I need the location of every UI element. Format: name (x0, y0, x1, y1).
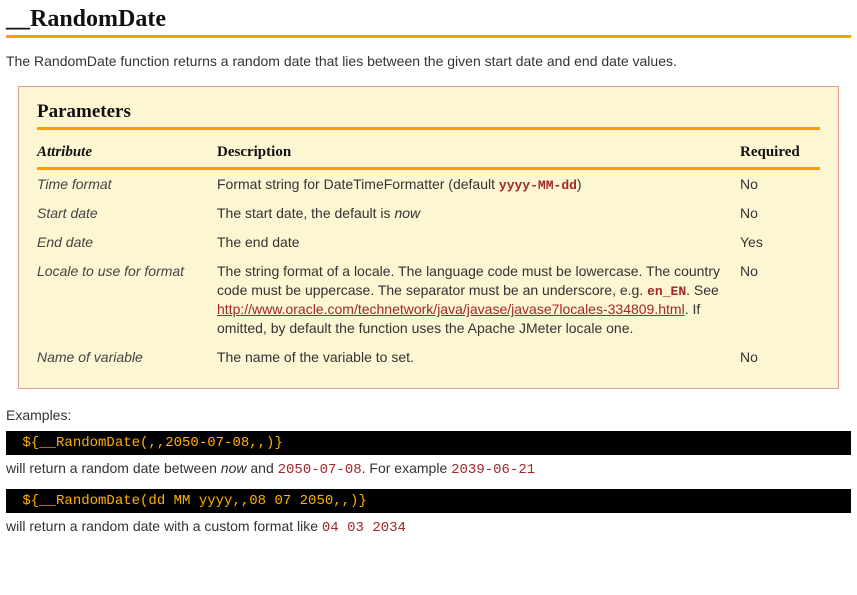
examples-label: Examples: (6, 407, 851, 423)
explain-em: now (221, 460, 247, 476)
code-block: ${__RandomDate(dd MM yyyy,,08 07 2050,,)… (6, 489, 851, 513)
desc-text: The string format of a locale. The langu… (217, 263, 720, 298)
attr-cell: End date (37, 228, 217, 257)
example-explain: will return a random date between now an… (6, 459, 851, 481)
attr-cell: Start date (37, 199, 217, 228)
col-required: Required (740, 138, 820, 169)
col-description: Description (217, 138, 740, 169)
desc-text: . See (686, 282, 719, 298)
intro-text: The RandomDate function returns a random… (6, 52, 851, 72)
desc-em: now (394, 205, 420, 221)
example-explain: will return a random date with a custom … (6, 517, 851, 539)
desc-cell: The string format of a locale. The langu… (217, 257, 740, 343)
explain-text: will return a random date with a custom … (6, 518, 322, 534)
doc-link[interactable]: http://www.oracle.com/technetwork/java/j… (217, 301, 685, 317)
desc-cell: The start date, the default is now (217, 199, 740, 228)
explain-text: . For example (362, 460, 451, 476)
code-block: ${__RandomDate(,,2050-07-08,,)} (6, 431, 851, 455)
inline-code: 2050-07-08 (278, 462, 362, 478)
table-row: Name of variable The name of the variabl… (37, 343, 820, 372)
explain-text: and (246, 460, 277, 476)
req-cell: No (740, 343, 820, 372)
attr-cell: Locale to use for format (37, 257, 217, 343)
desc-cell: Format string for DateTimeFormatter (def… (217, 168, 740, 199)
inline-code: en_EN (647, 284, 686, 299)
desc-text: The start date, the default is (217, 205, 394, 221)
desc-cell: The name of the variable to set. (217, 343, 740, 372)
attr-cell: Name of variable (37, 343, 217, 372)
req-cell: No (740, 199, 820, 228)
code-text: ${__RandomDate(dd MM yyyy,,08 07 2050,,)… (22, 493, 366, 509)
inline-code: 2039-06-21 (451, 462, 535, 478)
col-attribute: Attribute (37, 138, 217, 169)
explain-text: will return a random date between (6, 460, 221, 476)
title-rule (6, 35, 851, 38)
desc-text: Format string for DateTimeFormatter (def… (217, 176, 499, 192)
parameters-box: Parameters Attribute Description Require… (18, 86, 839, 389)
parameters-rule (37, 127, 820, 130)
code-text: ${__RandomDate(,,2050-07-08,,)} (22, 435, 282, 451)
parameters-table: Attribute Description Required Time form… (37, 138, 820, 372)
desc-text: ) (577, 176, 582, 192)
table-row: Time format Format string for DateTimeFo… (37, 168, 820, 199)
req-cell: No (740, 257, 820, 343)
parameters-heading: Parameters (37, 101, 820, 123)
req-cell: Yes (740, 228, 820, 257)
page-title: __RandomDate (6, 6, 851, 33)
table-row: Start date The start date, the default i… (37, 199, 820, 228)
inline-code: yyyy-MM-dd (499, 178, 577, 193)
desc-cell: The end date (217, 228, 740, 257)
table-row: Locale to use for format The string form… (37, 257, 820, 343)
attr-cell: Time format (37, 168, 217, 199)
req-cell: No (740, 168, 820, 199)
inline-code: 04 03 2034 (322, 520, 406, 536)
table-row: End date The end date Yes (37, 228, 820, 257)
